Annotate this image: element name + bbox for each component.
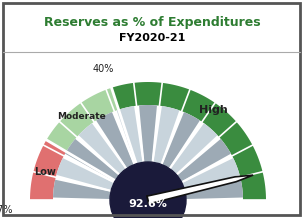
Polygon shape — [65, 139, 119, 181]
Polygon shape — [53, 180, 111, 199]
Polygon shape — [139, 105, 157, 162]
Polygon shape — [56, 158, 114, 190]
Text: Moderate: Moderate — [57, 112, 106, 121]
Polygon shape — [171, 123, 217, 174]
Text: High: High — [199, 105, 228, 115]
Polygon shape — [96, 112, 133, 168]
Polygon shape — [112, 82, 266, 200]
Text: 40%: 40% — [93, 64, 114, 74]
Polygon shape — [177, 139, 231, 181]
Text: Reserves as % of Expenditures: Reserves as % of Expenditures — [44, 16, 260, 29]
Text: Low: Low — [34, 167, 56, 177]
Polygon shape — [162, 112, 200, 168]
Polygon shape — [182, 158, 240, 190]
Polygon shape — [147, 175, 253, 204]
Polygon shape — [47, 88, 119, 152]
Text: FY2020-21: FY2020-21 — [119, 33, 185, 43]
Circle shape — [110, 162, 186, 218]
Polygon shape — [78, 123, 126, 174]
Polygon shape — [117, 106, 143, 164]
Text: 17%: 17% — [0, 205, 13, 215]
Polygon shape — [154, 106, 179, 164]
Polygon shape — [185, 180, 243, 199]
Text: 92.6%: 92.6% — [129, 199, 168, 209]
Polygon shape — [30, 140, 66, 200]
Polygon shape — [147, 175, 253, 204]
